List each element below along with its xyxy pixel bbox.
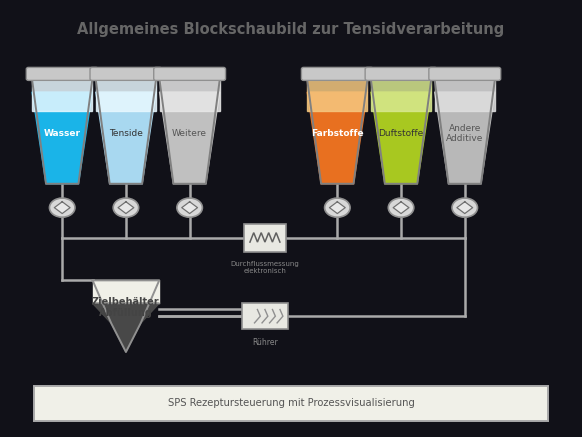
Polygon shape — [329, 202, 345, 214]
Polygon shape — [435, 80, 495, 111]
FancyBboxPatch shape — [244, 224, 286, 253]
Polygon shape — [371, 80, 431, 111]
Text: Wasser: Wasser — [44, 129, 81, 138]
Text: Durchflussmessung
elektronisch: Durchflussmessung elektronisch — [230, 260, 299, 274]
Polygon shape — [54, 202, 70, 214]
Text: Weitere: Weitere — [172, 129, 207, 138]
Polygon shape — [393, 202, 409, 214]
Polygon shape — [435, 92, 495, 184]
Circle shape — [177, 198, 203, 217]
FancyBboxPatch shape — [90, 67, 162, 80]
Polygon shape — [371, 92, 431, 184]
Text: Andere
Additive: Andere Additive — [446, 124, 484, 143]
Polygon shape — [96, 92, 156, 184]
Polygon shape — [32, 92, 93, 184]
Polygon shape — [159, 92, 220, 184]
FancyBboxPatch shape — [26, 67, 98, 80]
Text: Zielbehälter
Abfüllung: Zielbehälter Abfüllung — [92, 297, 159, 319]
Polygon shape — [93, 281, 159, 303]
Polygon shape — [93, 303, 159, 352]
Circle shape — [325, 198, 350, 217]
Polygon shape — [307, 80, 367, 111]
Polygon shape — [307, 92, 367, 184]
FancyBboxPatch shape — [34, 386, 548, 421]
FancyBboxPatch shape — [242, 303, 288, 329]
FancyBboxPatch shape — [429, 67, 501, 80]
Circle shape — [452, 198, 477, 217]
Text: Allgemeines Blockschaubild zur Tensidverarbeitung: Allgemeines Blockschaubild zur Tensidver… — [77, 22, 505, 37]
Polygon shape — [182, 202, 197, 214]
Circle shape — [113, 198, 139, 217]
Polygon shape — [96, 80, 156, 111]
FancyBboxPatch shape — [154, 67, 226, 80]
Text: SPS Rezeptursteuerung mit Prozessvisualisierung: SPS Rezeptursteuerung mit Prozessvisuali… — [168, 399, 414, 409]
Polygon shape — [32, 80, 93, 111]
Polygon shape — [457, 202, 473, 214]
Text: Rührer: Rührer — [252, 338, 278, 347]
Circle shape — [388, 198, 414, 217]
Text: Farbstoffe: Farbstoffe — [311, 129, 364, 138]
FancyBboxPatch shape — [365, 67, 437, 80]
Circle shape — [49, 198, 75, 217]
Text: Duftstoffe: Duftstoffe — [378, 129, 424, 138]
Polygon shape — [118, 202, 134, 214]
Text: Tenside: Tenside — [109, 129, 143, 138]
FancyBboxPatch shape — [301, 67, 373, 80]
Polygon shape — [159, 80, 220, 111]
